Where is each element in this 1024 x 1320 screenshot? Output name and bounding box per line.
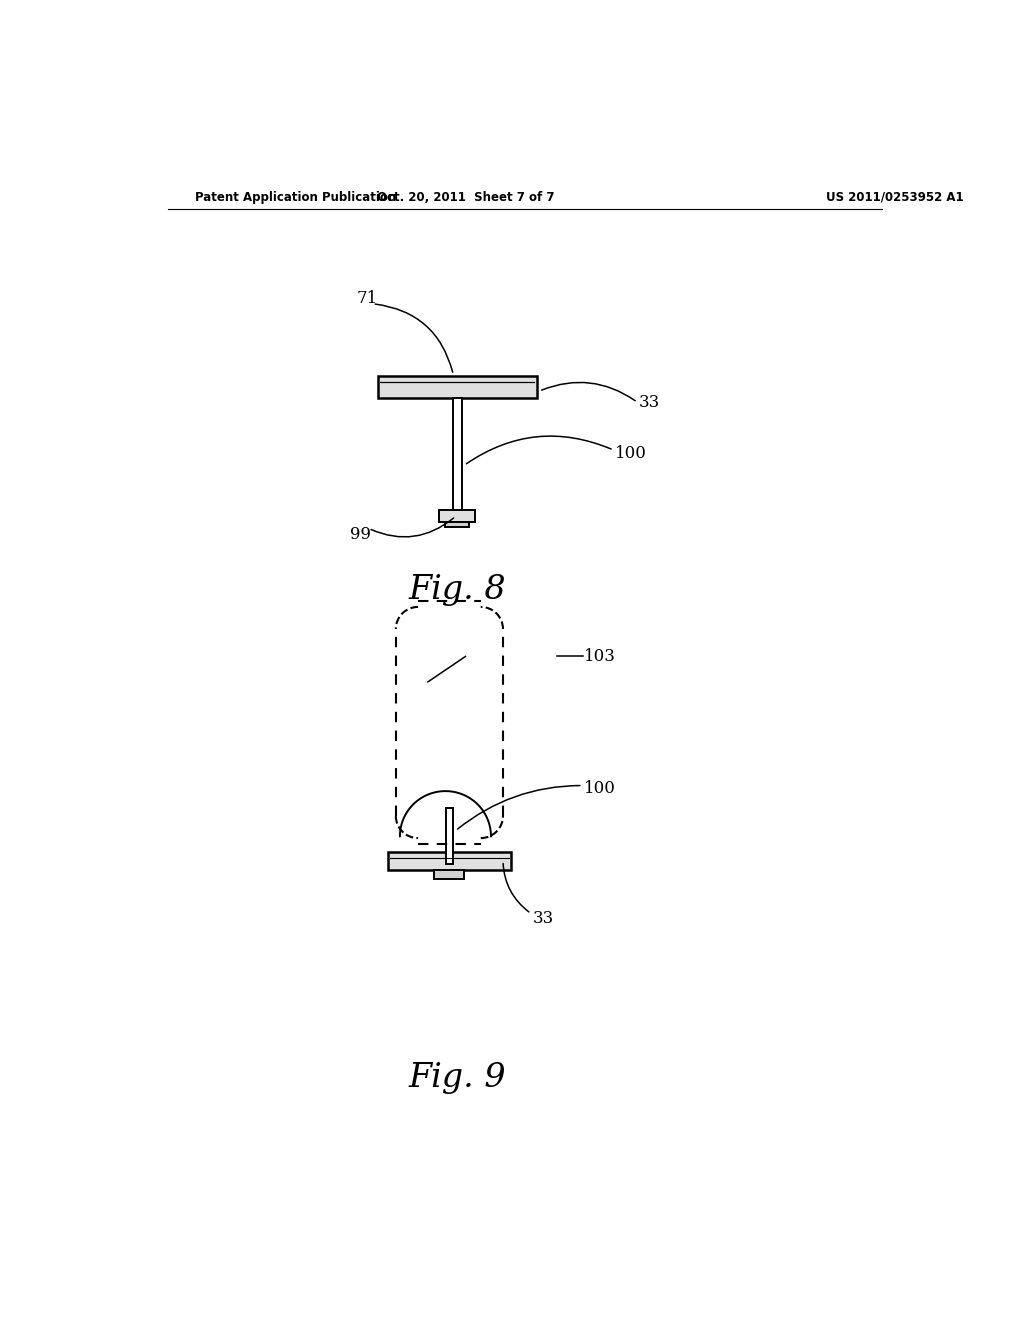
- Text: 99: 99: [350, 525, 372, 543]
- Text: Oct. 20, 2011  Sheet 7 of 7: Oct. 20, 2011 Sheet 7 of 7: [377, 190, 554, 203]
- Text: 100: 100: [615, 445, 647, 462]
- Bar: [445, 808, 453, 865]
- Text: 100: 100: [585, 780, 616, 797]
- Bar: [445, 523, 469, 528]
- Bar: [388, 851, 511, 870]
- Bar: [434, 870, 465, 879]
- Bar: [378, 376, 537, 399]
- Text: 33: 33: [532, 911, 554, 927]
- Text: Fig. 8: Fig. 8: [409, 574, 506, 606]
- Text: Fig. 9: Fig. 9: [409, 1063, 506, 1094]
- Text: 33: 33: [639, 393, 660, 411]
- Text: US 2011/0253952 A1: US 2011/0253952 A1: [826, 190, 964, 203]
- Bar: [453, 399, 462, 510]
- Bar: [439, 510, 475, 523]
- Text: 103: 103: [585, 648, 616, 665]
- Text: 71: 71: [356, 290, 378, 308]
- Text: Patent Application Publication: Patent Application Publication: [196, 190, 396, 203]
